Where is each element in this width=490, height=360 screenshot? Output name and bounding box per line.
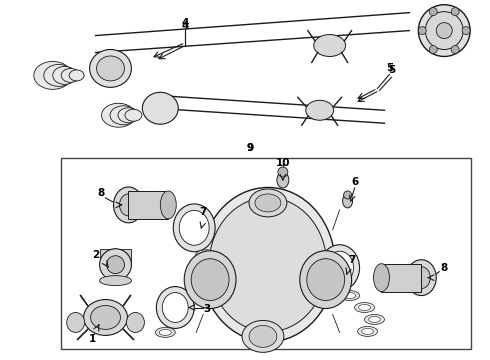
Ellipse shape bbox=[191, 259, 229, 301]
Ellipse shape bbox=[160, 191, 176, 219]
Ellipse shape bbox=[125, 109, 142, 121]
Circle shape bbox=[451, 46, 459, 54]
Ellipse shape bbox=[314, 35, 345, 57]
Ellipse shape bbox=[319, 245, 360, 291]
Ellipse shape bbox=[362, 328, 373, 334]
Text: 6: 6 bbox=[351, 177, 358, 187]
Bar bbox=[128, 191, 168, 219]
Ellipse shape bbox=[359, 305, 370, 310]
Ellipse shape bbox=[67, 312, 85, 332]
Ellipse shape bbox=[255, 194, 281, 212]
Ellipse shape bbox=[373, 264, 390, 292]
Ellipse shape bbox=[156, 287, 194, 328]
Ellipse shape bbox=[209, 197, 327, 332]
Ellipse shape bbox=[84, 300, 127, 336]
Ellipse shape bbox=[114, 187, 144, 223]
Ellipse shape bbox=[110, 106, 137, 125]
Ellipse shape bbox=[90, 50, 131, 87]
Ellipse shape bbox=[53, 67, 76, 84]
Ellipse shape bbox=[300, 251, 352, 309]
Text: 1: 1 bbox=[89, 334, 96, 345]
Ellipse shape bbox=[343, 191, 352, 199]
Ellipse shape bbox=[343, 293, 356, 298]
Text: 7: 7 bbox=[199, 207, 207, 217]
Text: 3: 3 bbox=[203, 305, 211, 315]
Ellipse shape bbox=[413, 267, 430, 289]
Ellipse shape bbox=[99, 276, 131, 285]
Ellipse shape bbox=[179, 210, 209, 245]
Text: 9: 9 bbox=[246, 143, 253, 153]
Ellipse shape bbox=[326, 251, 354, 284]
Ellipse shape bbox=[201, 188, 335, 342]
Ellipse shape bbox=[61, 68, 80, 82]
Ellipse shape bbox=[436, 23, 452, 39]
Ellipse shape bbox=[97, 56, 124, 81]
Ellipse shape bbox=[200, 253, 212, 259]
Ellipse shape bbox=[106, 256, 124, 274]
Ellipse shape bbox=[242, 320, 284, 352]
Text: 2: 2 bbox=[92, 250, 99, 260]
Text: 5: 5 bbox=[388, 66, 395, 76]
Ellipse shape bbox=[120, 194, 137, 216]
Ellipse shape bbox=[418, 5, 470, 57]
Ellipse shape bbox=[143, 92, 178, 124]
Text: 10: 10 bbox=[275, 158, 290, 168]
Ellipse shape bbox=[249, 325, 277, 347]
Bar bbox=[382, 264, 421, 292]
Ellipse shape bbox=[159, 329, 171, 336]
Ellipse shape bbox=[343, 194, 353, 208]
Ellipse shape bbox=[155, 328, 175, 337]
Ellipse shape bbox=[358, 327, 377, 336]
Text: 8: 8 bbox=[441, 263, 448, 273]
Ellipse shape bbox=[249, 189, 287, 217]
Ellipse shape bbox=[425, 12, 463, 50]
Ellipse shape bbox=[355, 302, 374, 312]
Ellipse shape bbox=[34, 62, 72, 89]
Text: 4: 4 bbox=[181, 18, 189, 28]
Ellipse shape bbox=[162, 293, 188, 323]
Circle shape bbox=[451, 8, 459, 15]
Text: 5: 5 bbox=[386, 63, 393, 73]
Ellipse shape bbox=[91, 306, 121, 329]
Ellipse shape bbox=[118, 108, 139, 123]
Ellipse shape bbox=[277, 172, 289, 188]
Ellipse shape bbox=[126, 312, 145, 332]
Ellipse shape bbox=[195, 250, 217, 262]
Text: 7: 7 bbox=[348, 255, 355, 265]
Ellipse shape bbox=[44, 64, 74, 86]
Ellipse shape bbox=[184, 251, 236, 309]
Circle shape bbox=[462, 27, 470, 35]
Text: 4: 4 bbox=[181, 21, 189, 31]
Circle shape bbox=[429, 8, 437, 15]
Ellipse shape bbox=[173, 204, 215, 252]
Ellipse shape bbox=[101, 103, 135, 127]
Ellipse shape bbox=[306, 100, 334, 120]
Circle shape bbox=[429, 46, 437, 54]
Text: 9: 9 bbox=[246, 143, 253, 153]
Circle shape bbox=[418, 27, 426, 35]
Ellipse shape bbox=[406, 260, 436, 296]
Bar bbox=[61, 158, 471, 349]
Ellipse shape bbox=[365, 315, 385, 324]
Ellipse shape bbox=[69, 70, 84, 81]
Ellipse shape bbox=[368, 316, 380, 323]
Bar bbox=[99, 249, 131, 265]
Ellipse shape bbox=[99, 249, 131, 280]
Ellipse shape bbox=[307, 259, 344, 301]
Text: 8: 8 bbox=[97, 188, 104, 198]
Ellipse shape bbox=[278, 167, 288, 177]
Ellipse shape bbox=[340, 291, 360, 301]
